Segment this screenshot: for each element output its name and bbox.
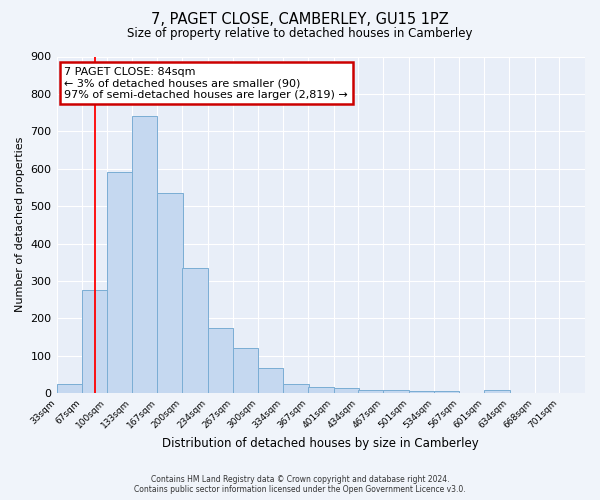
Bar xyxy=(434,391,459,393)
Bar xyxy=(56,384,82,393)
X-axis label: Distribution of detached houses by size in Camberley: Distribution of detached houses by size … xyxy=(163,437,479,450)
Y-axis label: Number of detached properties: Number of detached properties xyxy=(15,137,25,312)
Bar xyxy=(383,390,409,393)
Bar xyxy=(409,391,434,393)
Bar xyxy=(484,390,510,393)
Bar xyxy=(358,390,384,393)
Bar xyxy=(107,172,133,393)
Bar xyxy=(82,290,108,393)
Bar xyxy=(334,388,359,393)
Text: Size of property relative to detached houses in Camberley: Size of property relative to detached ho… xyxy=(127,28,473,40)
Text: Contains HM Land Registry data © Crown copyright and database right 2024.
Contai: Contains HM Land Registry data © Crown c… xyxy=(134,474,466,494)
Text: 7 PAGET CLOSE: 84sqm
← 3% of detached houses are smaller (90)
97% of semi-detach: 7 PAGET CLOSE: 84sqm ← 3% of detached ho… xyxy=(64,66,348,100)
Bar xyxy=(257,368,283,393)
Bar xyxy=(283,384,309,393)
Bar xyxy=(308,388,334,393)
Bar xyxy=(132,116,157,393)
Text: 7, PAGET CLOSE, CAMBERLEY, GU15 1PZ: 7, PAGET CLOSE, CAMBERLEY, GU15 1PZ xyxy=(151,12,449,28)
Bar xyxy=(157,193,183,393)
Bar xyxy=(182,268,208,393)
Bar xyxy=(208,328,233,393)
Bar xyxy=(233,348,258,393)
